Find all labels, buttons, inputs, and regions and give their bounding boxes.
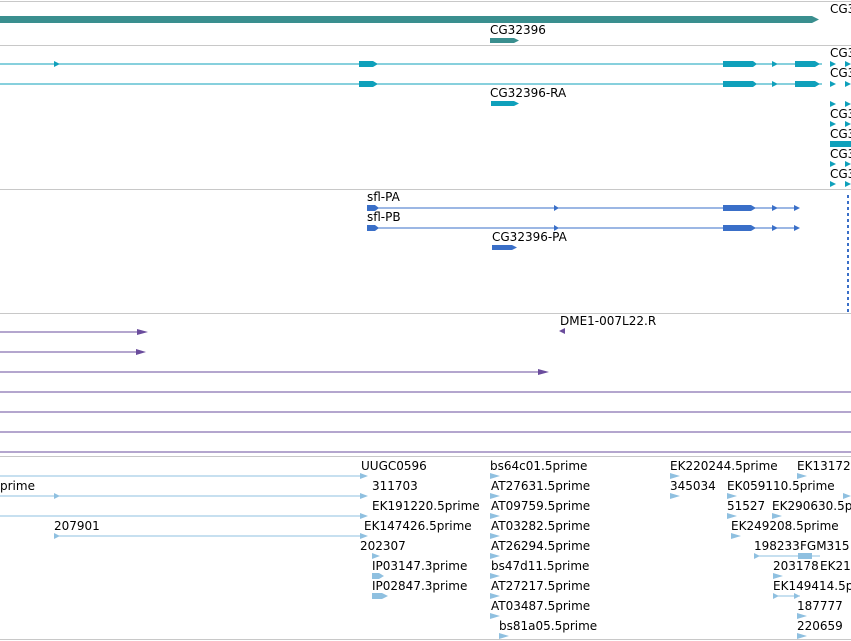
- est-label[interactable]: bs47d11.5prime: [491, 559, 589, 573]
- est-arrow[interactable]: [797, 613, 807, 619]
- protein-label[interactable]: sfl-PA: [367, 190, 401, 204]
- est-label[interactable]: 203178: [773, 559, 819, 573]
- transcript-row[interactable]: [0, 81, 822, 87]
- est-label[interactable]: prime: [0, 479, 35, 493]
- est-arrow[interactable]: [499, 633, 509, 639]
- transcript-label-truncated[interactable]: CG32396: [830, 66, 851, 80]
- est-label[interactable]: EK149414.5prime: [773, 579, 851, 593]
- est-arrow[interactable]: [727, 513, 737, 519]
- est-row[interactable]: [54, 533, 368, 539]
- gene-strand-arrow: [812, 16, 819, 23]
- clone-strand-arrow: [559, 328, 565, 334]
- est-label[interactable]: AT09759.5prime: [491, 499, 590, 513]
- est-label[interactable]: EK214: [820, 559, 851, 573]
- transcript-label-truncated[interactable]: CG32396: [830, 46, 851, 60]
- transcript-label-truncated[interactable]: CG32396: [830, 127, 851, 141]
- est-label[interactable]: 207901: [54, 519, 100, 533]
- est-label[interactable]: AT26294.5prime: [491, 539, 590, 553]
- est-arrow[interactable]: [670, 473, 680, 479]
- protein-track: sfl-PA sfl-PB CG32396-PA: [367, 190, 849, 312]
- est-arrow[interactable]: [490, 613, 500, 619]
- transcript-label-truncated[interactable]: CG32396: [830, 167, 851, 181]
- est-arrow[interactable]: [490, 493, 500, 499]
- est-label[interactable]: 51527: [727, 499, 765, 513]
- gene-label-truncated[interactable]: CG32396: [830, 2, 851, 16]
- est-feature-bar[interactable]: [372, 593, 382, 599]
- est-label[interactable]: bs64c01.5prime: [490, 459, 587, 473]
- est-arrow[interactable]: [731, 533, 741, 539]
- est-arrow[interactable]: [490, 593, 500, 599]
- est-arrow[interactable]: [490, 553, 500, 559]
- transcript-label-truncated[interactable]: CG32396: [830, 107, 851, 121]
- transcript-label-truncated[interactable]: CG32396: [830, 147, 851, 161]
- est-row[interactable]: [0, 473, 368, 479]
- gene-track: CG32396 CG32396: [0, 2, 851, 43]
- est-label[interactable]: EK147426.5prime: [364, 519, 472, 533]
- est-label[interactable]: 220659: [797, 619, 843, 633]
- est-label[interactable]: 198233: [754, 539, 800, 553]
- est-feature-bar[interactable]: [372, 573, 379, 579]
- est-label[interactable]: AT03487.5prime: [491, 599, 590, 613]
- gene-feature-bar[interactable]: [0, 16, 812, 23]
- est-arrow[interactable]: [797, 473, 807, 479]
- est-label[interactable]: 187777: [797, 599, 843, 613]
- est-label[interactable]: bs81a05.5prime: [499, 619, 597, 633]
- est-label[interactable]: EK191220.5prime: [372, 499, 480, 513]
- transcript-track: CG32396-RA CG32396 CG32396 CG32396 CG323…: [0, 46, 851, 187]
- est-arrow[interactable]: [490, 513, 500, 519]
- est-label[interactable]: FGM315: [800, 539, 849, 553]
- transcript-label[interactable]: CG32396-RA: [490, 86, 567, 100]
- est-arrow[interactable]: [797, 633, 807, 639]
- transcript-row[interactable]: [0, 61, 822, 67]
- est-label[interactable]: 311703: [372, 479, 418, 493]
- gene-strand-arrow: [514, 38, 519, 43]
- gene-label[interactable]: CG32396: [490, 23, 546, 37]
- est-arrow[interactable]: [372, 553, 380, 559]
- protein-label[interactable]: sfl-PB: [367, 210, 401, 224]
- protein-strand-arrow: [512, 245, 517, 250]
- est-label[interactable]: EK249208.5prime: [731, 519, 839, 533]
- gene-feature-bar[interactable]: [490, 38, 514, 43]
- est-arrow[interactable]: [490, 473, 500, 479]
- protein-row[interactable]: [367, 225, 800, 231]
- protein-feature-bar[interactable]: [492, 245, 512, 250]
- est-label[interactable]: UUGC0596: [361, 459, 427, 473]
- transcript-feature-bar[interactable]: [491, 101, 514, 106]
- est-label[interactable]: EK059110.5prime: [727, 479, 835, 493]
- protein-row[interactable]: [367, 205, 800, 211]
- est-row[interactable]: [0, 493, 368, 499]
- est-label[interactable]: EK290630.5prime: [772, 499, 851, 513]
- est-label[interactable]: AT27217.5prime: [491, 579, 590, 593]
- est-label[interactable]: AT03282.5prime: [491, 519, 590, 533]
- est-label[interactable]: IP03147.3prime: [372, 559, 467, 573]
- est-arrow[interactable]: [773, 573, 783, 579]
- est-row[interactable]: [0, 513, 368, 519]
- est-label[interactable]: 202307: [360, 539, 406, 553]
- est-arrow[interactable]: [772, 513, 782, 519]
- est-label[interactable]: 345034: [670, 479, 716, 493]
- est-label[interactable]: AT27631.5prime: [491, 479, 590, 493]
- est-arrow[interactable]: [727, 493, 737, 499]
- est-track: prime 207901 UUGC0596 311703 EK191220.5p…: [0, 459, 851, 639]
- est-arrow[interactable]: [670, 493, 680, 499]
- clone-track: DME1-007L22.R: [0, 314, 851, 453]
- est-label[interactable]: EK13172: [797, 459, 851, 473]
- est-label[interactable]: IP02847.3prime: [372, 579, 467, 593]
- transcript-strand-arrow: [514, 101, 519, 106]
- clone-label[interactable]: DME1-007L22.R: [560, 314, 656, 328]
- est-arrow[interactable]: [490, 573, 500, 579]
- est-arrow[interactable]: [490, 533, 500, 539]
- protein-label[interactable]: CG32396-PA: [492, 230, 568, 244]
- est-label[interactable]: EK220244.5prime: [670, 459, 778, 473]
